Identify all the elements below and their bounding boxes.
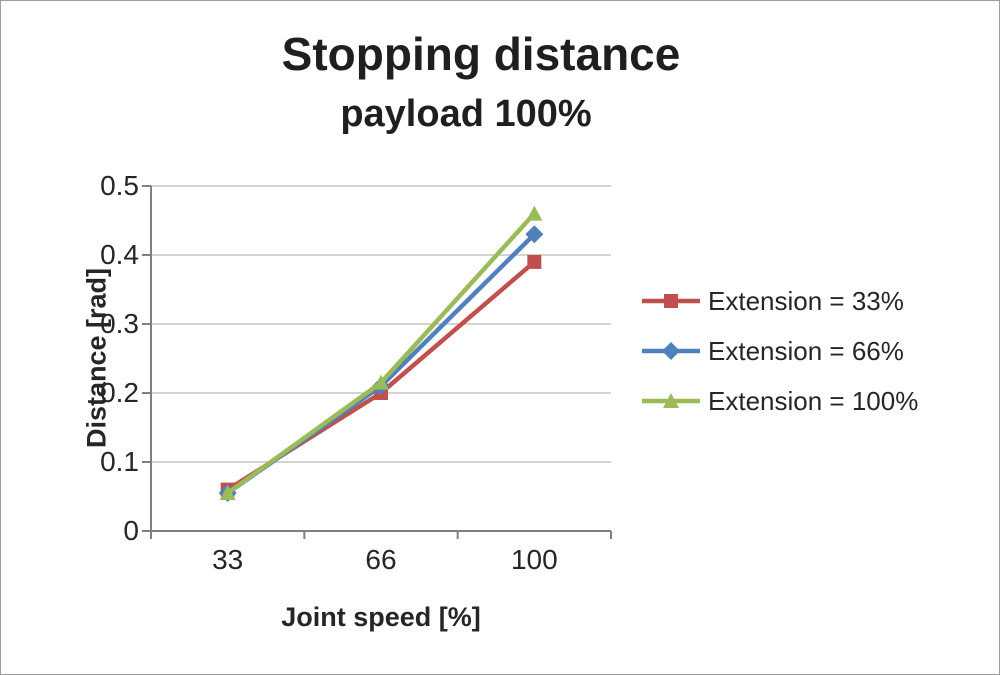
y-tick-label: 0.3 <box>100 308 139 339</box>
legend-item: Extension = 33% <box>642 283 918 319</box>
triangle-marker <box>526 205 543 221</box>
legend-item: Extension = 66% <box>642 333 918 369</box>
y-tick-label: 0.4 <box>100 239 139 270</box>
legend-marker-sample <box>642 342 700 360</box>
triangle-marker <box>373 374 389 390</box>
legend-label: Extension = 66% <box>708 335 904 366</box>
legend-label: Extension = 33% <box>708 285 904 316</box>
y-tick-label: 0 <box>123 515 139 546</box>
y-axis-title: Distance [rad] <box>81 267 112 449</box>
x-tick-label: 100 <box>510 544 558 575</box>
diamond-marker <box>525 225 544 244</box>
triangle-marker <box>663 393 679 408</box>
triangle-marker <box>219 485 236 501</box>
legend-item: Extension = 100% <box>642 383 918 419</box>
x-tick-label: 33 <box>212 544 244 575</box>
chart-title: Stopping distance <box>281 28 681 80</box>
diamond-marker <box>662 342 680 360</box>
legend-marker-sample <box>642 294 700 308</box>
x-axis-title: Joint speed [%] <box>281 602 481 632</box>
x-tick-label: 66 <box>365 544 397 575</box>
y-tick-label: 0.5 <box>100 170 139 201</box>
series-line <box>225 232 537 496</box>
square-marker <box>527 254 542 269</box>
legend: Extension = 33% Extension = 66% Extension … <box>642 283 918 419</box>
legend-marker-sample <box>642 393 700 408</box>
square-marker <box>664 294 678 308</box>
chart-subtitle: payload 100% <box>340 93 592 135</box>
legend-label: Extension = 100% <box>708 385 919 416</box>
y-tick-label: 0.2 <box>100 377 139 408</box>
y-tick-label: 0.1 <box>100 446 139 477</box>
